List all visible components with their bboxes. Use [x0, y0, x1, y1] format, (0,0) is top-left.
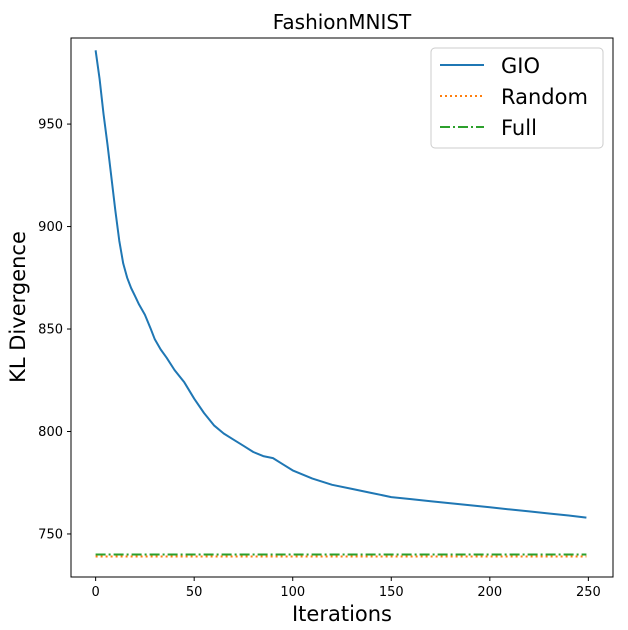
y-tick-label: 850	[38, 323, 63, 338]
x-tick-label: 200	[477, 585, 502, 600]
series-layer	[94, 50, 587, 558]
x-tick-label: 0	[91, 585, 99, 600]
chart-title: FashionMNIST	[273, 10, 412, 34]
y-tick-label: 800	[38, 425, 63, 440]
plot-frame	[70, 37, 614, 578]
legend-label-full: Full	[501, 116, 537, 140]
y-tick-label: 750	[38, 527, 63, 542]
legend-label-gio: GIO	[501, 54, 540, 78]
y-tick-label: 900	[38, 220, 63, 235]
x-axis-title: Iterations	[292, 602, 392, 626]
legend: GIO Random Full	[430, 47, 604, 149]
x-tick-label: 150	[379, 585, 404, 600]
legend-label-random: Random	[501, 85, 588, 109]
tick-layer: 0 50 100 150 200 250 750 800 850 900 950	[38, 118, 601, 600]
x-tick-label: 250	[576, 585, 601, 600]
y-tick-label: 950	[38, 118, 63, 133]
x-tick-label: 100	[280, 585, 305, 600]
legend-box	[430, 47, 604, 149]
x-tick-label: 50	[186, 585, 203, 600]
series-line-gio	[94, 50, 587, 519]
y-axis-title: KL Divergence	[6, 231, 30, 383]
